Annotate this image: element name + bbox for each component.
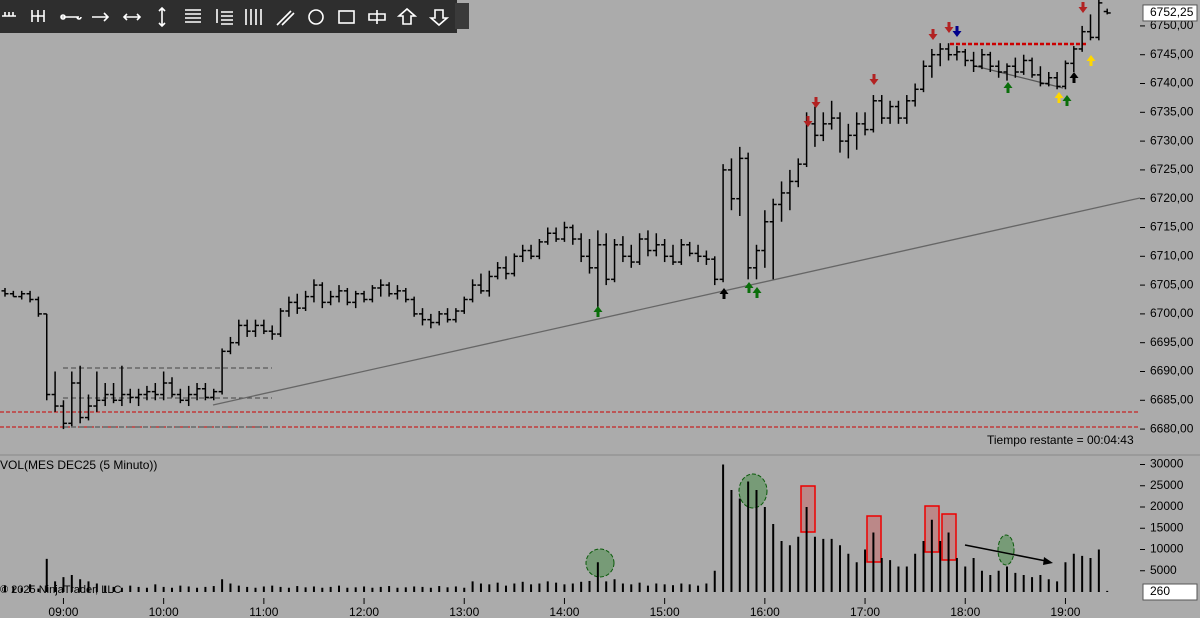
toolbar-button[interactable]	[455, 3, 469, 29]
y2-tick-label: 15000	[1150, 520, 1184, 534]
y-tick-label: 6725,00	[1150, 162, 1194, 176]
arrow-down-tool[interactable]	[428, 9, 450, 27]
rect-tool[interactable]	[338, 10, 355, 24]
x-tick-label: 15:00	[650, 605, 680, 618]
volume-annotations	[585, 473, 1053, 578]
highlight-circle	[585, 548, 615, 578]
y-tick-label: 6735,00	[1150, 104, 1194, 118]
y-tick-label: 6750,00	[1150, 18, 1194, 32]
region-tool[interactable]	[368, 10, 386, 24]
toolbar	[0, 0, 469, 33]
ellipse-tool[interactable]	[308, 9, 324, 25]
x-tick-label: 10:00	[149, 605, 179, 618]
timer: Tiempo restante = 00:04:43	[987, 433, 1134, 447]
x-tick-label: 13:00	[449, 605, 479, 618]
y-tick-label: 6700,00	[1150, 306, 1194, 320]
y-tick-label: 6695,00	[1150, 335, 1194, 349]
y-tick-label: 6690,00	[1150, 364, 1194, 378]
annotation-arrowhead	[1043, 557, 1053, 565]
volume-title: VOL(MES DEC25 (5 Minuto))	[0, 458, 157, 472]
y2-tick-label: 5000	[1150, 563, 1177, 577]
x-tick-label: 18:00	[950, 605, 980, 618]
copyright: © 2025 NinjaTrader, LLC	[0, 584, 121, 596]
y-tick-label: 6715,00	[1150, 220, 1194, 234]
x-tick-label: 11:00	[249, 605, 278, 618]
last-volume-label: 260	[1150, 584, 1170, 598]
ruler-tool[interactable]	[2, 12, 16, 17]
y-tick-label: 6680,00	[1150, 421, 1194, 435]
fib-ext-tool[interactable]	[216, 9, 233, 25]
y-tick-label: 6685,00	[1150, 392, 1194, 406]
x-tick-label: 12:00	[349, 605, 379, 618]
hline-tool[interactable]	[31, 10, 45, 22]
channel-tool[interactable]	[276, 10, 295, 26]
y2-tick-label: 10000	[1150, 542, 1184, 556]
annotation-arrow	[964, 544, 1047, 562]
vline-tool[interactable]	[158, 6, 166, 28]
x-tick-label: 09:00	[48, 605, 78, 618]
arrow-up-tool[interactable]	[396, 7, 418, 25]
x-tick-label: 14:00	[549, 605, 579, 618]
y2-tick-label: 20000	[1150, 499, 1184, 513]
fib-tool[interactable]	[185, 9, 201, 23]
last-price-box	[1142, 4, 1198, 22]
trend-line	[212, 197, 1140, 406]
line-tool[interactable]	[60, 14, 82, 20]
highlight-circle	[738, 473, 768, 509]
y-tick-label: 6720,00	[1150, 191, 1194, 205]
last-price-label: 6752,25	[1150, 5, 1194, 19]
highlight-circle	[997, 534, 1015, 566]
extended-line-tool[interactable]	[122, 13, 142, 21]
ray-tool[interactable]	[92, 12, 110, 22]
price-panel	[0, 0, 1140, 430]
x-tick-label: 19:00	[1050, 605, 1080, 618]
y2-tick-label: 25000	[1150, 478, 1184, 492]
y2-tick-label: 30000	[1150, 457, 1184, 471]
y-tick-label: 6730,00	[1150, 133, 1194, 147]
y-tick-label: 6740,00	[1150, 76, 1194, 90]
y-tick-label: 6745,00	[1150, 47, 1194, 61]
y-tick-label: 6710,00	[1150, 248, 1194, 262]
fib-time-tool[interactable]	[245, 9, 262, 25]
y-tick-label: 6705,00	[1150, 277, 1194, 291]
highlight-box	[800, 485, 816, 533]
x-tick-label: 17:00	[850, 605, 880, 618]
last-volume-box	[1142, 583, 1198, 601]
x-tick-label: 16:00	[750, 605, 780, 618]
